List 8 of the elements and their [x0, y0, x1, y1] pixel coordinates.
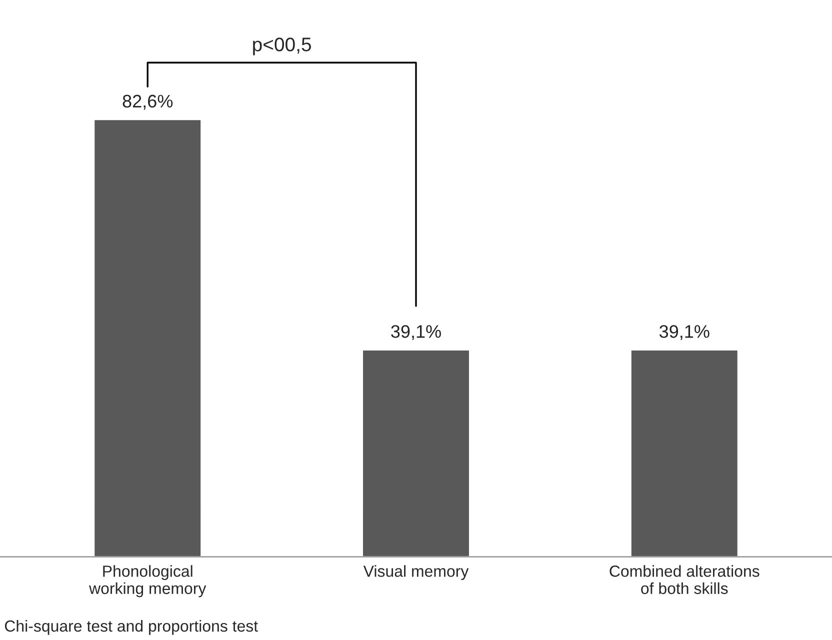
x-tick-label: Combined alterations of both skills [610, 565, 760, 594]
x-tick-label: Phonological working memory [89, 565, 206, 598]
data-label: 39,1% [391, 325, 441, 340]
text: p<00,5 [253, 38, 311, 56]
x-tick-label: Visual memory [363, 565, 469, 580]
data-label: 82,6% [122, 94, 173, 110]
data-label: 39,1% [659, 325, 710, 340]
text: Chi-square test and proportions test [4, 620, 258, 635]
